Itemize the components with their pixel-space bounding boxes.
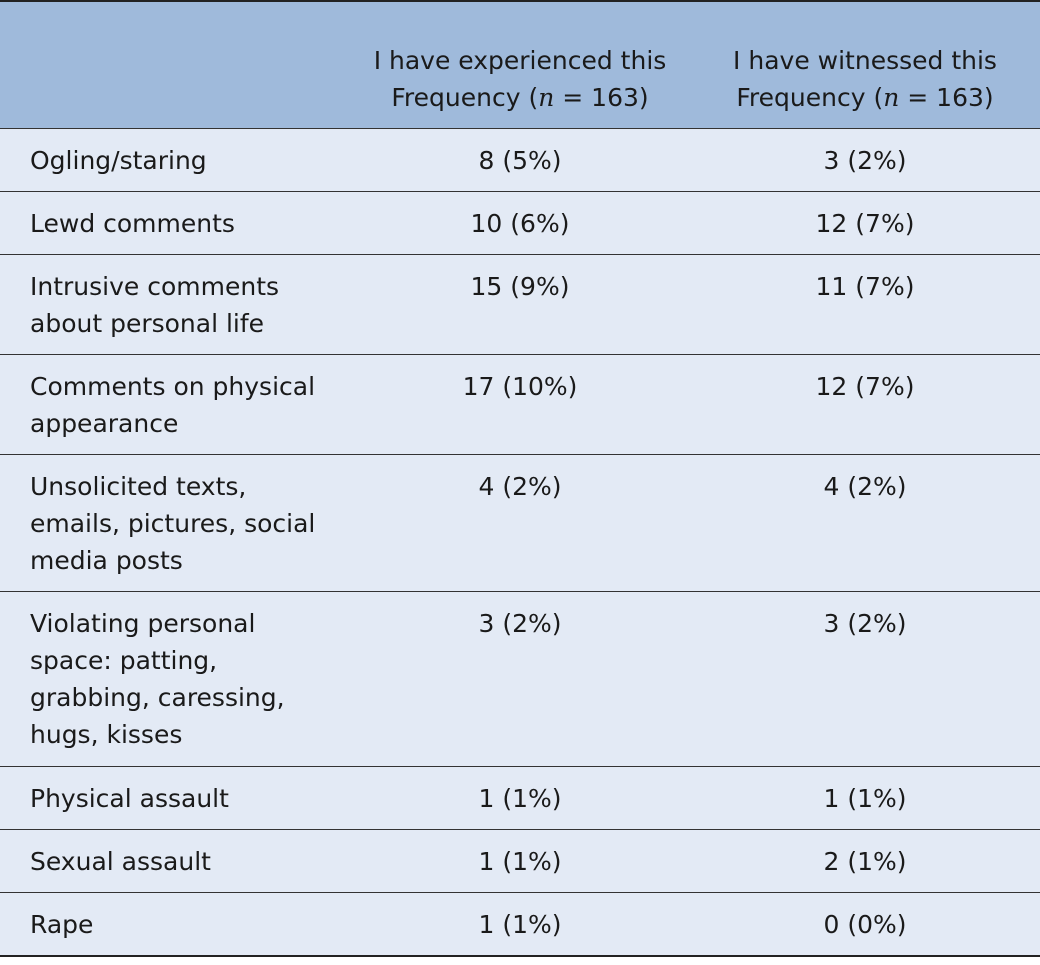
row-value: 0 (0%) <box>823 909 907 939</box>
row-value: 8 (5%) <box>478 145 562 175</box>
table-row: Unsolicited texts, emails, pictures, soc… <box>0 454 1040 591</box>
row-label: Lewd comments <box>30 208 235 238</box>
header-variable: n <box>883 82 900 112</box>
header-row: I have experienced this Frequency (n = 16… <box>0 1 1040 128</box>
table-row: Physical assault 1 (1%) 1 (1%) <box>0 766 1040 829</box>
table-row: Comments on physical appearance 17 (10%) 1… <box>0 354 1040 454</box>
table-row: Intrusive comments about personal life 15… <box>0 254 1040 354</box>
header-text: = 163) <box>554 82 649 112</box>
header-blank <box>0 1 350 128</box>
table-row: Ogling/staring 8 (5%) 3 (2%) <box>0 128 1040 191</box>
row-value: 1 (1%) <box>478 909 562 939</box>
row-value: 15 (9%) <box>470 271 570 301</box>
row-label: Ogling/staring <box>30 145 207 175</box>
table-row: Rape 1 (1%) 0 (0%) <box>0 892 1040 956</box>
table-row: Violating personal space: patting, grabb… <box>0 591 1040 766</box>
header-variable: n <box>538 82 555 112</box>
row-value: 12 (7%) <box>815 208 915 238</box>
row-label: Violating personal space: patting, grabb… <box>30 608 285 749</box>
table-body: Ogling/staring 8 (5%) 3 (2%) Lewd comments 1… <box>0 128 1040 956</box>
header-line: I have witnessed this <box>733 45 997 75</box>
header-cell: I have experienced this Frequency (n = 16… <box>350 1 690 128</box>
row-label: Intrusive comments about personal life <box>30 271 280 338</box>
row-value: 3 (2%) <box>823 608 907 638</box>
header-text: = 163) <box>899 82 994 112</box>
row-label: Comments on physical appearance <box>30 371 316 438</box>
row-value: 3 (2%) <box>823 145 907 175</box>
header-line: I have experienced this <box>373 45 667 75</box>
row-value: 1 (1%) <box>478 783 562 813</box>
row-value: 11 (7%) <box>815 271 915 301</box>
row-label: Sexual assault <box>30 846 211 876</box>
row-value: 2 (1%) <box>823 846 907 876</box>
row-value: 1 (1%) <box>823 783 907 813</box>
header-text: Frequency ( <box>736 82 884 112</box>
row-value: 17 (10%) <box>462 371 578 401</box>
table-header: I have experienced this Frequency (n = 16… <box>0 1 1040 128</box>
table-row: Sexual assault 1 (1%) 2 (1%) <box>0 829 1040 892</box>
header-text: Frequency ( <box>391 82 539 112</box>
table-row: Lewd comments 10 (6%) 12 (7%) <box>0 191 1040 254</box>
row-value: 10 (6%) <box>470 208 570 238</box>
row-value: 3 (2%) <box>478 608 562 638</box>
row-value: 4 (2%) <box>823 471 907 501</box>
row-label: Unsolicited texts, emails, pictures, soc… <box>30 471 316 575</box>
row-value: 1 (1%) <box>478 846 562 876</box>
row-label: Rape <box>30 909 94 939</box>
row-value: 12 (7%) <box>815 371 915 401</box>
row-label: Physical assault <box>30 783 229 813</box>
header-cell: I have witnessed this Frequency (n = 163) <box>690 1 1040 128</box>
row-value: 4 (2%) <box>478 471 562 501</box>
